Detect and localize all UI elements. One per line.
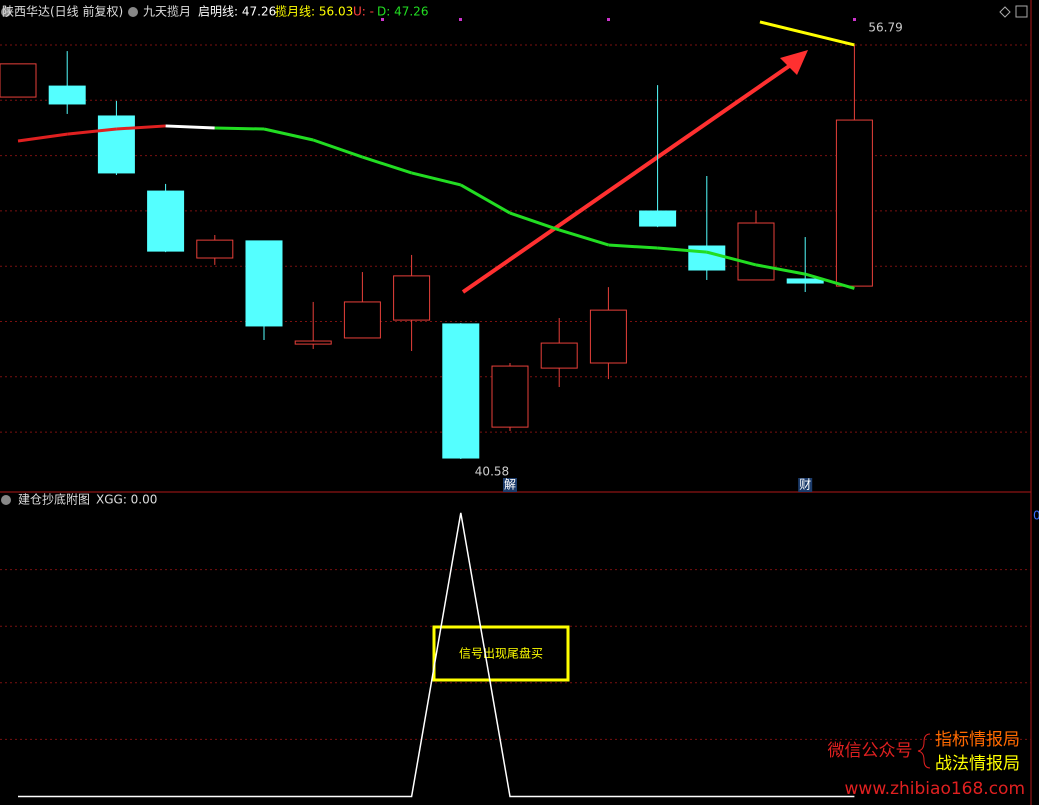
dots xyxy=(381,18,856,21)
ma-line xyxy=(460,183,511,215)
dot xyxy=(381,18,384,21)
candle-body xyxy=(835,119,873,287)
candle-body xyxy=(343,301,381,339)
marker-bg xyxy=(503,478,517,492)
dot xyxy=(607,18,610,21)
candle-body xyxy=(0,63,37,98)
ma-line xyxy=(509,211,560,232)
stock-title: 陕西华达(日线 前复权) xyxy=(2,4,123,19)
panel-title: 建仓抄底附图 xyxy=(18,492,90,507)
candle-body xyxy=(737,222,775,281)
candle-body xyxy=(393,275,431,321)
candle-body xyxy=(196,239,234,259)
ma-line xyxy=(214,126,265,131)
ma-line xyxy=(116,124,166,131)
axis-label: 0 xyxy=(1033,509,1039,523)
annotation: 信号出现尾盘买 xyxy=(459,646,543,661)
readout: U: - xyxy=(353,5,374,19)
indicator-name: 九天揽月 xyxy=(143,5,191,19)
ma-line xyxy=(608,243,658,250)
candle-body xyxy=(245,240,283,327)
candle-body xyxy=(540,342,578,369)
readout: 启明线: 47.26 xyxy=(198,5,276,19)
brace xyxy=(917,733,931,769)
signal-line xyxy=(18,512,855,798)
candle-body xyxy=(639,210,677,227)
arrow xyxy=(461,60,797,294)
annotation-box xyxy=(432,625,570,682)
ma-line xyxy=(361,155,413,175)
ma-line xyxy=(165,124,215,130)
close-button[interactable] xyxy=(1015,5,1028,18)
grid xyxy=(0,44,1031,740)
ma-line xyxy=(804,272,855,290)
ma-line xyxy=(411,171,462,187)
dot xyxy=(853,18,856,21)
ma-line xyxy=(17,132,68,143)
menu-icon[interactable] xyxy=(128,7,138,17)
watermark: 战法情报局 xyxy=(935,754,1020,774)
watermark: 微信公众号 xyxy=(828,741,913,761)
candle-body xyxy=(48,85,86,105)
diamond-button[interactable] xyxy=(999,6,1011,18)
marker-bg xyxy=(798,478,813,492)
ma-line xyxy=(263,127,314,142)
candle-body xyxy=(97,115,135,174)
watermark-url: www.zhibiao168.com xyxy=(845,779,1025,799)
ma-line xyxy=(312,138,363,159)
candle-body xyxy=(491,365,529,428)
readout: D: 47.26 xyxy=(377,5,428,19)
readout: XGG: 0.00 xyxy=(96,493,157,507)
candle-body xyxy=(147,190,185,252)
candle-body xyxy=(786,278,824,284)
upper-line xyxy=(759,20,855,47)
ma-line xyxy=(67,127,117,136)
menu-icon[interactable] xyxy=(1,495,11,505)
low-label: 40.58 xyxy=(475,465,509,479)
menu-icon[interactable] xyxy=(1,7,11,17)
ma-line xyxy=(755,263,806,276)
candle-body xyxy=(589,309,627,364)
marker: 解 xyxy=(504,478,516,492)
watermark: 指标情报局 xyxy=(935,730,1020,750)
readout: 揽月线: 56.03 xyxy=(275,5,353,19)
dot xyxy=(459,18,462,21)
high-label: 56.79 xyxy=(868,20,902,34)
ma-line xyxy=(706,250,757,267)
ma-line xyxy=(558,228,609,247)
ma-line xyxy=(657,246,707,254)
arrow-head xyxy=(780,50,808,75)
candle-body xyxy=(294,340,332,345)
marker: 财 xyxy=(799,478,811,492)
candle-body xyxy=(442,323,480,459)
